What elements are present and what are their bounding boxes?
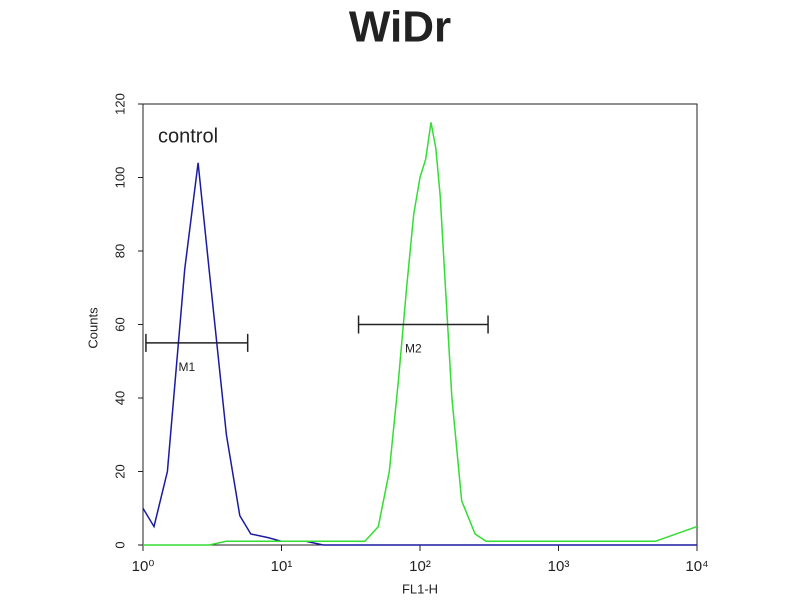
marker-label: M1 <box>178 360 195 374</box>
y-tick-label: 20 <box>112 464 127 478</box>
y-tick-label: 100 <box>112 167 127 189</box>
x-tick-label: 10¹ <box>271 558 293 575</box>
y-tick-label: 60 <box>112 317 127 331</box>
y-tick-label: 80 <box>112 244 127 258</box>
chart-title: WiDr <box>349 3 451 52</box>
x-tick-label: 10⁰ <box>132 558 155 575</box>
series-line <box>142 162 697 546</box>
y-tick-label: 0 <box>112 541 127 548</box>
x-axis-label: FL1-H <box>402 581 438 596</box>
legend-label: control <box>158 125 218 147</box>
marker-label: M2 <box>405 342 422 356</box>
y-tick-label: 40 <box>112 391 127 405</box>
x-tick-label: 10³ <box>548 558 570 575</box>
y-tick-label: 120 <box>112 93 127 115</box>
y-axis-label: Counts <box>85 307 100 349</box>
x-tick-label: 10² <box>409 558 431 575</box>
series-line <box>143 122 698 546</box>
x-tick-label: 10⁴ <box>685 558 708 575</box>
